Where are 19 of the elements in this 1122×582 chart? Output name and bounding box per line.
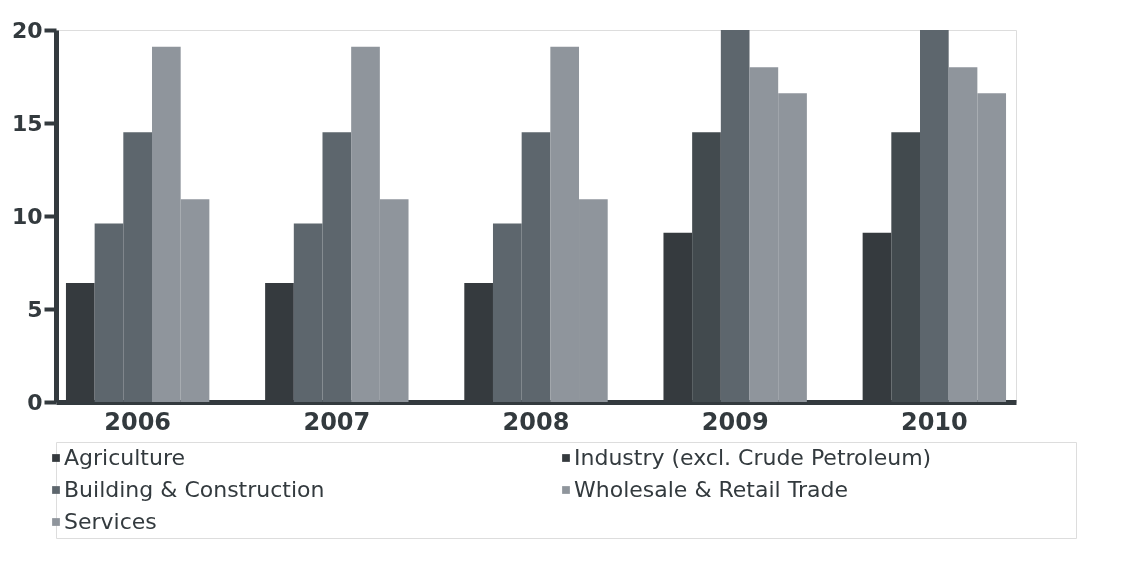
bar (720, 30, 750, 402)
x-tick-label: 2010 (900, 407, 968, 436)
x-tick-label: 2006 (104, 407, 172, 436)
bar (920, 30, 949, 402)
y-tick-label: 20 (11, 17, 43, 43)
legend-label: Building & Construction (64, 477, 325, 502)
legend-label: Services (64, 509, 157, 534)
bar (692, 132, 721, 402)
bar (891, 132, 920, 402)
y-tick-label: 5 (27, 296, 43, 322)
legend-label: Wholesale & Retail Trade (574, 477, 848, 502)
x-tick-label: 2007 (303, 407, 371, 436)
y-tick-label: 0 (27, 389, 43, 415)
x-tick-label: 2008 (502, 407, 570, 436)
legend-label: Industry (excl. Crude Petroleum) (574, 445, 932, 470)
legend-label: Agriculture (64, 445, 185, 470)
y-tick-label: 10 (11, 203, 43, 229)
x-tick-label: 2009 (701, 407, 769, 436)
y-tick-label: 15 (11, 110, 43, 136)
